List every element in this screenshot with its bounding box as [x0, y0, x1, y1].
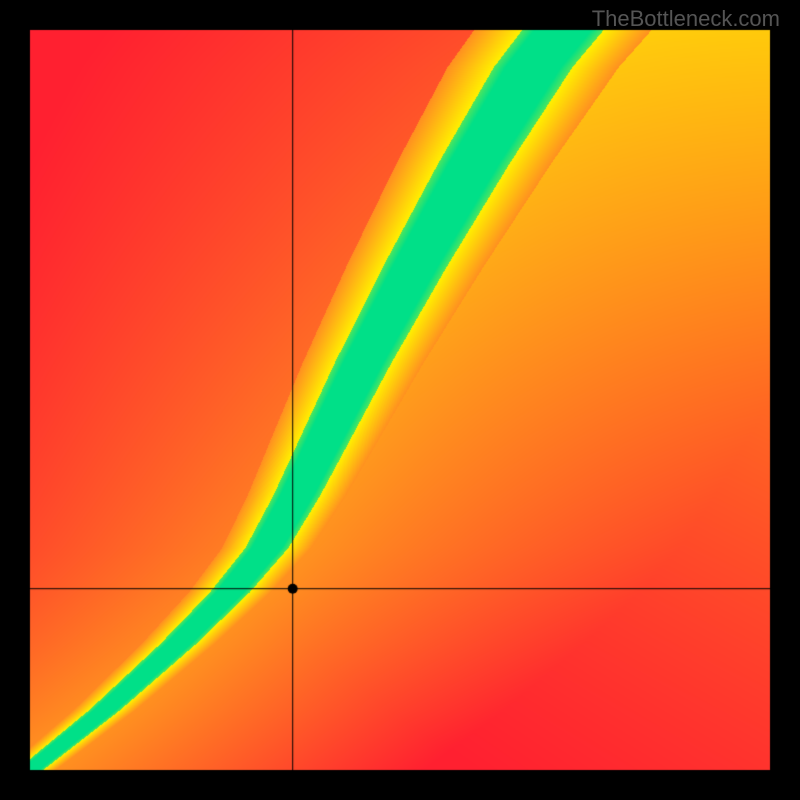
watermark-text: TheBottleneck.com — [592, 6, 780, 32]
bottleneck-heatmap — [0, 0, 800, 800]
chart-container: TheBottleneck.com — [0, 0, 800, 800]
